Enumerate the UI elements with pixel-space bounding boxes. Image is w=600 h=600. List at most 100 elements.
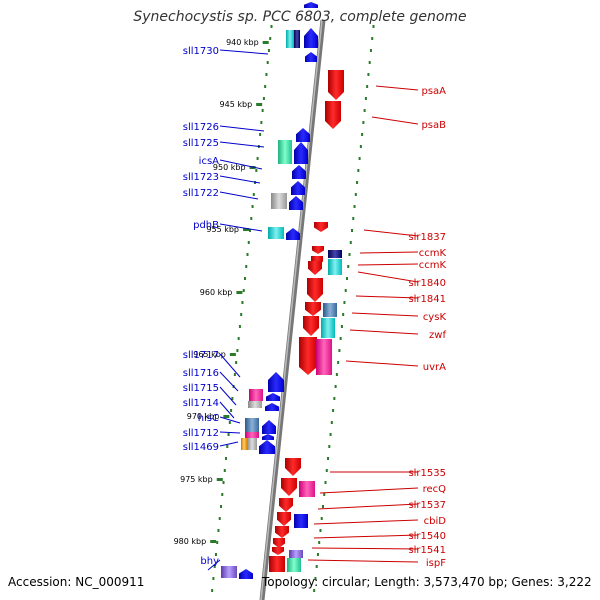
- track-dot-outer-left: [212, 577, 215, 580]
- gene-label-slr1535[interactable]: slr1535: [408, 468, 446, 479]
- track-dot-outer-left: [252, 193, 255, 196]
- track-dot-outer-left: [221, 493, 224, 496]
- gene-arrow-reverse: [281, 478, 297, 496]
- track-dot-outer-right: [328, 445, 331, 448]
- track-dot-outer-left: [259, 133, 262, 136]
- track-dot-outer-right: [339, 337, 342, 340]
- track-dot-outer-right: [324, 481, 327, 484]
- track-dot-outer-left: [223, 469, 226, 472]
- track-dot-outer-left: [222, 481, 225, 484]
- gene-label-sll1714[interactable]: sll1714: [183, 398, 219, 409]
- gene-arrow-reverse-slr1841: [307, 278, 323, 302]
- gene-box-navy: [294, 30, 300, 48]
- left-label-leader: [219, 441, 239, 447]
- gene-box-cyan: [328, 259, 342, 275]
- gene-label-psaA[interactable]: psaA: [421, 86, 446, 97]
- accession-text: Accession: NC_000911: [8, 575, 145, 589]
- right-label-leader: [357, 271, 419, 283]
- gene-label-ccmK[interactable]: ccmK: [419, 260, 447, 271]
- track-dot-outer-left: [231, 397, 234, 400]
- track-dot-outer-right: [327, 457, 330, 460]
- gene-label-hisC[interactable]: hisC: [198, 413, 219, 424]
- track-dot-outer-left: [262, 97, 265, 100]
- scale-tick-label: 940 kbp: [226, 38, 259, 47]
- gene-box-violet: [289, 550, 303, 558]
- right-label-leader: [357, 263, 419, 266]
- gene-label-sll1725[interactable]: sll1725: [183, 138, 219, 149]
- track-dot-outer-left: [242, 289, 245, 292]
- left-label-leader: [219, 401, 235, 419]
- scale-tick-label: 975 kbp: [180, 475, 213, 484]
- gene-label-sll1723[interactable]: sll1723: [183, 172, 219, 183]
- right-label-leader: [359, 251, 419, 254]
- right-label-leader: [313, 519, 419, 525]
- gene-box-gray: [248, 401, 262, 408]
- right-label-leader: [371, 116, 419, 125]
- track-dot-outer-right: [315, 565, 318, 568]
- gene-arrow-reverse-psaA: [328, 70, 344, 100]
- track-dot-outer-left: [265, 73, 268, 76]
- gene-label-slr1537[interactable]: slr1537: [408, 500, 446, 511]
- track-dot-outer-left: [250, 217, 253, 220]
- gene-label-slr1841[interactable]: slr1841: [408, 294, 446, 305]
- gene-arrow-reverse: [273, 538, 285, 548]
- track-dot-outer-left: [218, 517, 221, 520]
- gene-arrow-reverse: [272, 547, 284, 555]
- gene-label-slr1541[interactable]: slr1541: [408, 545, 446, 556]
- gene-label-sll1717[interactable]: sll1717: [183, 350, 219, 361]
- gene-label-ispF[interactable]: ispF: [426, 558, 446, 569]
- track-dot-outer-right: [364, 97, 367, 100]
- gene-box-navy: [328, 250, 342, 258]
- scale-tick-label: 955 kbp: [206, 225, 239, 234]
- scale-tick-mark: [256, 103, 263, 106]
- scale-tick-mark: [243, 228, 250, 231]
- gene-arrow-forward: [268, 372, 284, 392]
- gene-label-recQ[interactable]: recQ: [423, 484, 447, 495]
- gene-label-sll1715[interactable]: sll1715: [183, 383, 219, 394]
- track-dot-outer-right: [330, 421, 333, 424]
- track-dot-outer-right: [351, 229, 354, 232]
- track-dot-outer-left: [226, 445, 229, 448]
- gene-arrow-forward: [286, 228, 300, 240]
- gene-label-slr1840[interactable]: slr1840: [408, 278, 446, 289]
- right-label-leader: [351, 312, 419, 317]
- gene-features: [221, 2, 344, 579]
- gene-label-pdhB[interactable]: pdhB: [193, 220, 219, 231]
- gene-label-cysK[interactable]: cysK: [423, 312, 447, 323]
- gene-label-sll1716[interactable]: sll1716: [183, 368, 219, 379]
- right-label-leader: [319, 487, 419, 494]
- track-dot-outer-right: [338, 349, 341, 352]
- scale-tick-mark: [262, 41, 269, 44]
- right-label-leader: [345, 360, 419, 367]
- track-dot-outer-left: [213, 565, 216, 568]
- gene-label-cbiD[interactable]: cbiD: [424, 516, 447, 527]
- track-dot-outer-left: [255, 169, 258, 172]
- gene-label-sll1730[interactable]: sll1730: [183, 46, 219, 57]
- gene-label-sll1726[interactable]: sll1726: [183, 122, 219, 133]
- scale-tick-mark: [223, 415, 230, 418]
- track-dot-outer-left: [266, 61, 269, 64]
- gene-label-icsA[interactable]: icsA: [199, 156, 219, 167]
- track-dot-outer-right: [352, 217, 355, 220]
- scale-ticks: 940 kbp 945 kbp 950 kbp 955 kbp 960 kbp 965 k…: [174, 38, 269, 546]
- gene-label-sll1469[interactable]: sll1469: [183, 442, 219, 453]
- gene-label-uvrA[interactable]: uvrA: [423, 362, 446, 373]
- left-label-leader: [219, 386, 237, 406]
- gene-label-slr1540[interactable]: slr1540: [408, 531, 446, 542]
- track-dot-outer-left: [240, 313, 243, 316]
- gene-arrow-forward: [289, 196, 303, 210]
- gene-label-sll1722[interactable]: sll1722: [183, 188, 219, 199]
- right-label-leader: [311, 547, 419, 550]
- gene-label-slr1837[interactable]: slr1837: [408, 232, 446, 243]
- track-dot-outer-right: [353, 205, 356, 208]
- gene-arrow-reverse: [305, 302, 321, 316]
- left-label-leader: [219, 223, 263, 232]
- gene-label-sll1712[interactable]: sll1712: [183, 428, 219, 439]
- gene-box-cyan: [268, 227, 284, 239]
- scale-tick-label: 945 kbp: [220, 100, 253, 109]
- gene-label-bhy[interactable]: bhy: [200, 556, 219, 567]
- gene-label-zwf[interactable]: zwf: [429, 330, 446, 341]
- gene-label-ccmK[interactable]: ccmK: [419, 248, 447, 259]
- gene-label-psaB[interactable]: psaB: [421, 120, 446, 131]
- track-dot-outer-right: [325, 469, 328, 472]
